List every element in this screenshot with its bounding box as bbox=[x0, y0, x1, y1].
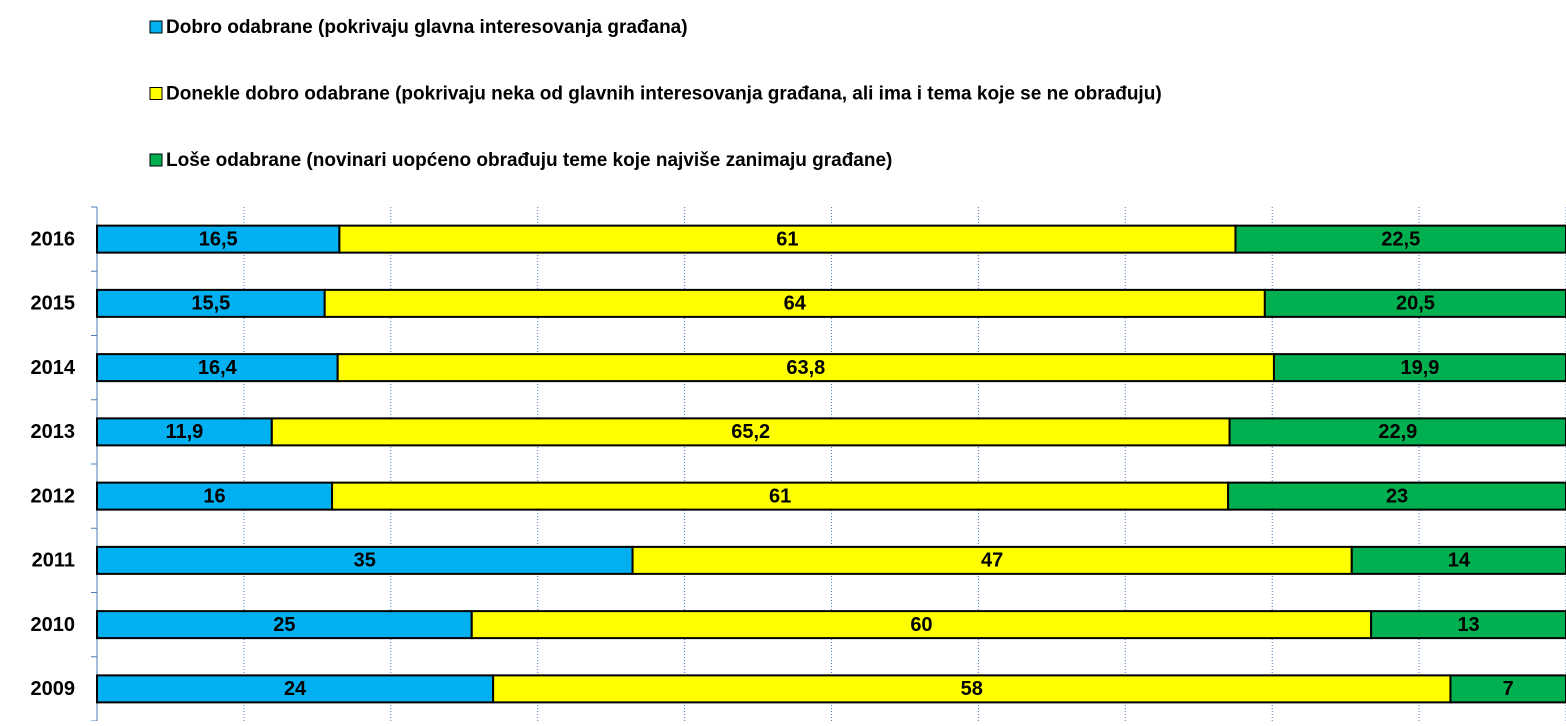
data-label: 13 bbox=[1457, 614, 1479, 636]
data-label: 14 bbox=[1448, 550, 1471, 572]
data-label: 15,5 bbox=[191, 293, 230, 315]
data-label: 60 bbox=[910, 614, 932, 636]
data-label: 61 bbox=[769, 485, 791, 507]
category-label: 2015 bbox=[31, 293, 76, 315]
data-label: 11,9 bbox=[165, 421, 203, 443]
category-label: 2013 bbox=[31, 421, 76, 443]
data-label: 61 bbox=[776, 228, 798, 250]
data-label: 22,5 bbox=[1381, 228, 1420, 250]
data-label: 16 bbox=[203, 485, 225, 507]
bar-segment bbox=[631, 545, 1353, 575]
bar-segment bbox=[1449, 674, 1566, 704]
data-label: 23 bbox=[1386, 485, 1408, 507]
bar-segment bbox=[1234, 224, 1566, 254]
legend-swatch bbox=[149, 20, 163, 34]
bar-segment bbox=[492, 674, 1452, 704]
bar-segment bbox=[1350, 545, 1566, 575]
category-label: 2016 bbox=[31, 228, 76, 250]
legend-swatch bbox=[149, 87, 163, 100]
bar-segment bbox=[1228, 417, 1566, 447]
bar-segment bbox=[1263, 288, 1566, 318]
data-label: 25 bbox=[273, 614, 295, 636]
bar-segment bbox=[323, 288, 1266, 318]
category-label: 2014 bbox=[31, 357, 76, 379]
category-label: 2011 bbox=[32, 550, 75, 572]
bar-segment bbox=[338, 224, 1237, 254]
bar-segment bbox=[1227, 481, 1566, 511]
bar-segment bbox=[96, 610, 473, 640]
bar-segment bbox=[1272, 353, 1566, 383]
data-label: 24 bbox=[284, 678, 307, 700]
data-label: 58 bbox=[961, 678, 983, 700]
data-label: 7 bbox=[1503, 678, 1514, 700]
data-label: 35 bbox=[354, 550, 376, 572]
category-label: 2009 bbox=[31, 678, 76, 700]
category-label: 2010 bbox=[31, 614, 76, 636]
bar-segment bbox=[331, 481, 1230, 511]
data-label: 65,2 bbox=[731, 421, 770, 443]
bar-segment bbox=[336, 353, 1275, 383]
data-label: 22,9 bbox=[1378, 421, 1417, 443]
bar-segment bbox=[1370, 610, 1566, 640]
bar-segment bbox=[470, 610, 1373, 640]
legend-label: Donekle dobro odabrane (pokrivaju neka o… bbox=[166, 84, 1162, 105]
bar-segment bbox=[96, 353, 339, 383]
bar-segment bbox=[270, 417, 1231, 447]
legend-label: Loše odabrane (novinari uopćeno obrađuju… bbox=[166, 150, 892, 171]
legend-label: Dobro odabrane (pokrivaju glavna interes… bbox=[166, 17, 688, 38]
bar-segment bbox=[96, 545, 634, 575]
data-label: 20,5 bbox=[1396, 293, 1435, 315]
category-label: 2012 bbox=[31, 485, 76, 507]
data-label: 64 bbox=[784, 293, 807, 315]
data-label: 16,4 bbox=[198, 357, 238, 379]
bar-segment bbox=[96, 288, 326, 318]
data-label: 19,9 bbox=[1401, 357, 1440, 379]
data-label: 47 bbox=[981, 550, 1003, 572]
legend-swatch bbox=[149, 153, 163, 167]
data-label: 63,8 bbox=[786, 357, 825, 379]
data-label: 16,5 bbox=[199, 228, 238, 250]
